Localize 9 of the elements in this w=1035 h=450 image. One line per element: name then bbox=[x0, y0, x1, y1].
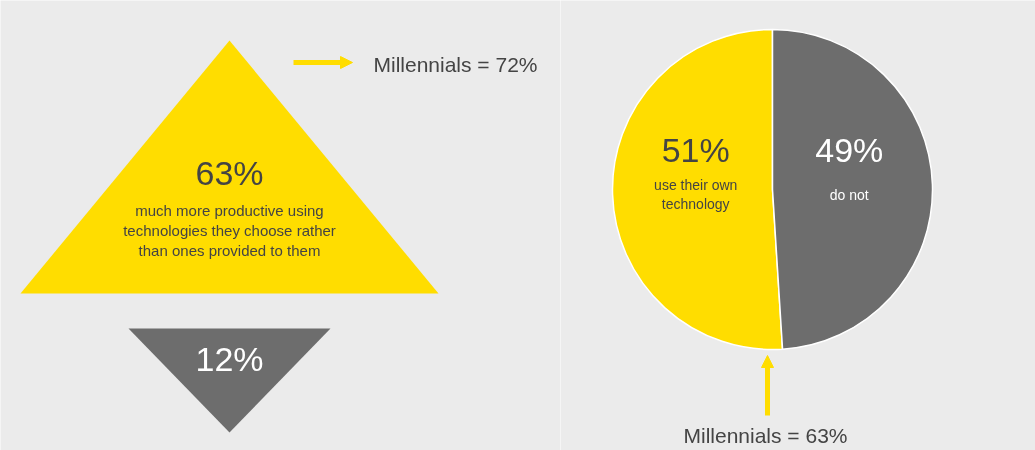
text: much more productive using technologies they choose rather than ones provided to them bbox=[123, 201, 336, 260]
text: 12% bbox=[195, 339, 264, 378]
text: 63% bbox=[195, 153, 264, 192]
text: Millennials = 63% bbox=[683, 424, 848, 447]
data-label: 49% bbox=[815, 130, 884, 169]
text: Millennials = 72% bbox=[373, 53, 538, 76]
data-label: 51% bbox=[661, 130, 730, 169]
slice-label: do not bbox=[829, 186, 869, 203]
slice-label: use their own technology bbox=[654, 176, 738, 213]
